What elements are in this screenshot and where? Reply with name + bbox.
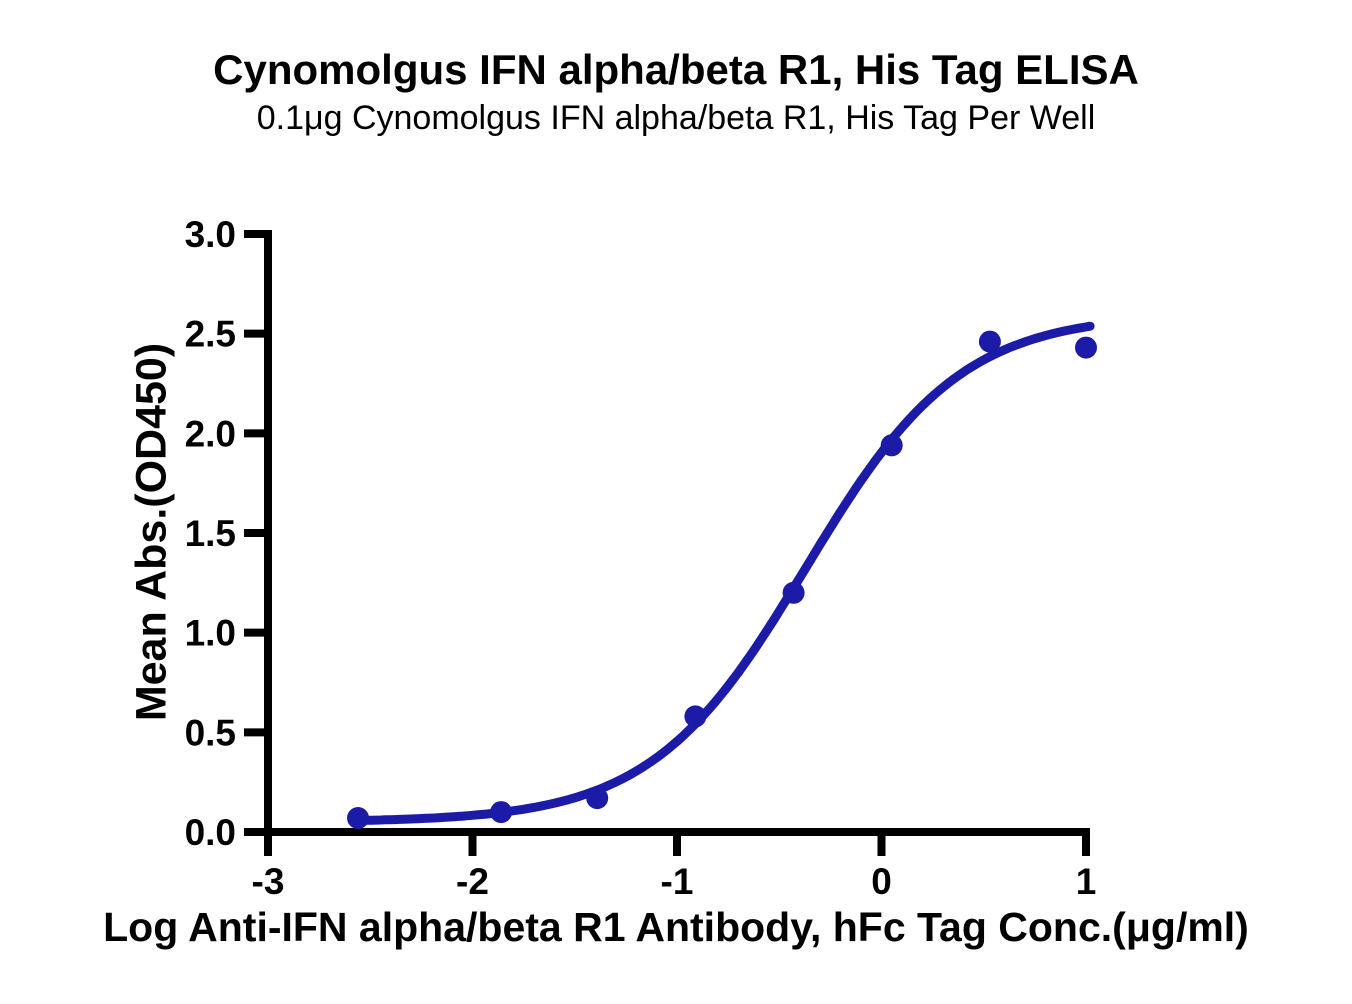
x-tick-label: 1 [1076, 861, 1097, 902]
x-axis-title: Log Anti-IFN alpha/beta R1 Antibody, hFc… [103, 904, 1249, 950]
x-tick-label: -1 [661, 861, 694, 902]
data-point [978, 330, 1001, 353]
y-tick-label: 1.0 [185, 613, 236, 654]
x-tick-label: -2 [456, 861, 489, 902]
data-point [490, 801, 513, 824]
y-tick-label: 2.5 [185, 314, 236, 355]
y-tick-label: 2.0 [185, 413, 236, 454]
x-tick-label: 0 [871, 861, 892, 902]
data-point [586, 787, 609, 810]
y-tick-label: 0.0 [185, 812, 236, 853]
figure-subtitle: 0.1μg Cynomolgus IFN alpha/beta R1, His … [256, 99, 1096, 137]
fit-curve [353, 321, 1095, 825]
data-point [1075, 336, 1097, 359]
y-tick-label: 1.5 [185, 513, 236, 554]
x-tick-label: -3 [252, 861, 285, 902]
figure-title: Cynomolgus IFN alpha/beta R1, His Tag EL… [213, 46, 1139, 93]
y-tick-label: 3.0 [185, 214, 236, 255]
data-point [347, 807, 369, 829]
data-point [880, 434, 903, 457]
y-tick-label: 0.5 [185, 712, 236, 753]
data-point [684, 705, 707, 728]
data-point [782, 581, 805, 604]
